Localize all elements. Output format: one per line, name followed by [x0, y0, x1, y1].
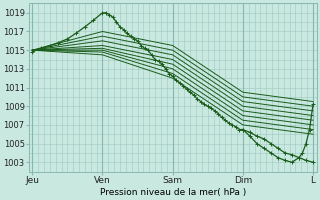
X-axis label: Pression niveau de la mer( hPa ): Pression niveau de la mer( hPa ) — [100, 188, 246, 197]
